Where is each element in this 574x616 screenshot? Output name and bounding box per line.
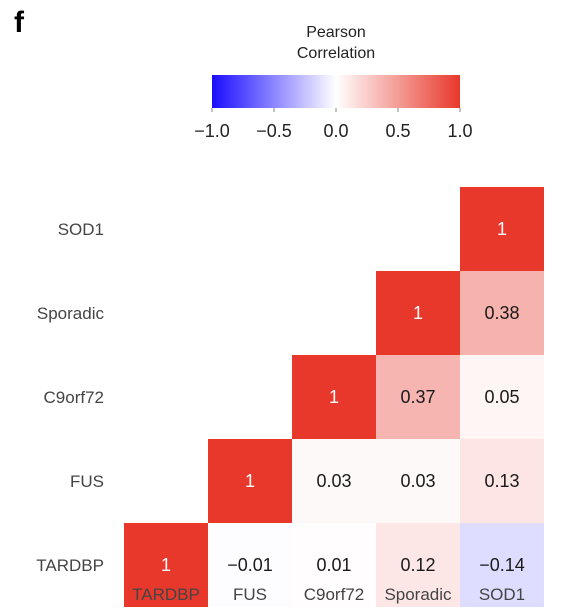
- column-label: Sporadic: [384, 585, 452, 604]
- heatmap-cell: [292, 355, 376, 439]
- heatmap-cell: [376, 355, 460, 439]
- heatmap-cell: [292, 439, 376, 523]
- cell-value-label: 0.05: [484, 387, 519, 407]
- cell-value-label: 0.01: [316, 555, 351, 575]
- heatmap-cells: 1 1 0.38 1 0.37 0.05 1 0.03 0.03 0.13 1 −0.01 0.01 0.…: [124, 187, 544, 607]
- heatmap-cell: [460, 439, 544, 523]
- column-labels: TARDBP FUS C9orf72 Sporadic SOD1: [132, 585, 525, 604]
- legend-tick-label: −1.0: [194, 121, 230, 141]
- legend-tick-label: 0.5: [385, 121, 410, 141]
- heatmap-cell: [460, 523, 544, 607]
- cell-value-label: 0.38: [484, 303, 519, 323]
- heatmap-cell: [208, 439, 292, 523]
- row-label: FUS: [70, 472, 104, 491]
- cell-value-label: 1: [329, 387, 339, 407]
- column-label: FUS: [233, 585, 267, 604]
- heatmap-cell: [460, 271, 544, 355]
- legend-title-line-2: Correlation: [297, 45, 375, 62]
- legend-tick-label: −0.5: [256, 121, 292, 141]
- heatmap-cell: [376, 523, 460, 607]
- legend-tick-label: 1.0: [447, 121, 472, 141]
- legend-ticks: −1.0 −0.5 0.0 0.5 1.0: [194, 108, 473, 141]
- cell-value-label: 0.03: [316, 471, 351, 491]
- heatmap-cell: [460, 187, 544, 271]
- heatmap-cell: [292, 523, 376, 607]
- row-label: SOD1: [58, 220, 104, 239]
- cell-value-label: 1: [161, 555, 171, 575]
- heatmap-cell: [208, 523, 292, 607]
- cell-value-label: 1: [497, 219, 507, 239]
- row-label: TARDBP: [36, 556, 104, 575]
- column-label: C9orf72: [304, 585, 364, 604]
- column-label: SOD1: [479, 585, 525, 604]
- cell-value-label: 1: [245, 471, 255, 491]
- heatmap-cell: [376, 439, 460, 523]
- heatmap-cell: [376, 271, 460, 355]
- cell-value-label: −0.01: [227, 555, 273, 575]
- cell-value-label: 0.12: [400, 555, 435, 575]
- heatmap-cell: [460, 355, 544, 439]
- row-label: Sporadic: [37, 304, 105, 323]
- cell-value-label: 0.03: [400, 471, 435, 491]
- panel-label: f: [14, 6, 25, 39]
- row-labels: SOD1 Sporadic C9orf72 FUS TARDBP: [36, 220, 104, 575]
- cell-value-label: 1: [413, 303, 423, 323]
- legend-tick-label: 0.0: [323, 121, 348, 141]
- row-label: C9orf72: [44, 388, 104, 407]
- cell-value-label: 0.37: [400, 387, 435, 407]
- heatmap-cell: [124, 523, 208, 607]
- legend-title-line-1: Pearson: [306, 24, 366, 41]
- column-label: TARDBP: [132, 585, 200, 604]
- color-legend: Pearson Correlation −1.0 −0.5 0.0 0.5 1.0: [194, 24, 472, 141]
- legend-color-bar: [212, 75, 460, 108]
- cell-value-label: −0.14: [479, 555, 525, 575]
- cell-value-label: 0.13: [484, 471, 519, 491]
